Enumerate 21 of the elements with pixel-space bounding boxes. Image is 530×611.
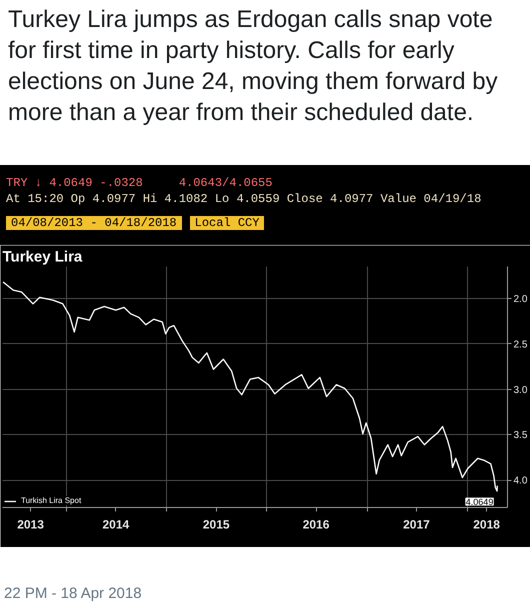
x-tick-label: 2016 — [302, 518, 330, 532]
x-tick-label: 2018 — [473, 518, 500, 532]
y-tick-label: 2.0 — [514, 294, 528, 305]
text: TRY ↓ 4.0649 -.0328 4.0643/4.0655 — [6, 175, 274, 191]
text: Local CCY — [190, 216, 264, 230]
text: 04/08/2013 - 04/18/2018 — [6, 216, 182, 230]
y-tick-label: 2.5 — [514, 339, 528, 350]
annotation: 4.0649 — [466, 497, 494, 508]
x-tick-label: 2014 — [102, 518, 130, 532]
x-tick-label: 2013 — [17, 518, 44, 532]
text: At 15:20 Op 4.0977 Hi 4.1082 Lo 4.0559 Close 4.0977 Value 04/19/18 — [6, 191, 482, 207]
y-tick-label: 3.5 — [514, 430, 528, 442]
chart-subtitle: Turkey Lira — [2, 248, 83, 266]
x-tick-label: 2017 — [403, 518, 430, 532]
chart-title: Turkey Lira jumps as Erdogan calls snap vote for first time in party history. Calls for early elections on June 24, moving them forward by more than a year from their scheduled date. — [7, 5, 499, 128]
legend-label: Turkish Lira Spot — [21, 496, 82, 505]
y-tick-label: 4.0 — [514, 476, 528, 487]
line-series — [2, 281, 498, 492]
y-tick-label: 3.0 — [514, 384, 528, 396]
x-tick-label: 2015 — [202, 518, 230, 532]
text: 22 PM - 18 Apr 2018 — [3, 584, 142, 603]
